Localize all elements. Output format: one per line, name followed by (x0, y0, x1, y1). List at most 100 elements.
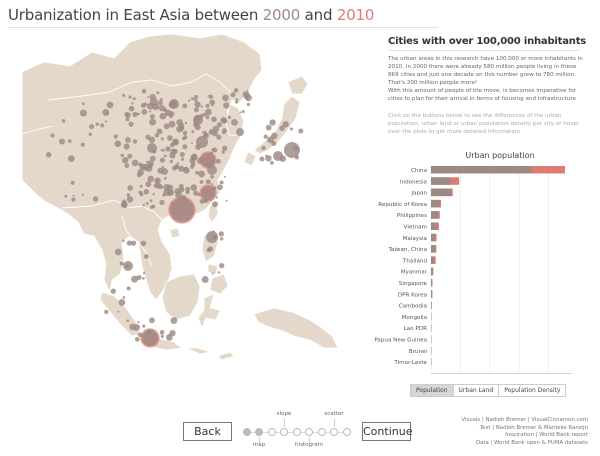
city-bubble[interactable] (67, 139, 72, 143)
city-bubble[interactable] (79, 109, 87, 117)
city-bubble[interactable] (182, 144, 188, 150)
city-bubble[interactable] (131, 102, 134, 105)
step-dot[interactable] (318, 428, 326, 436)
city-bubble[interactable] (220, 117, 227, 124)
bar-2000[interactable] (431, 301, 432, 310)
city-bubble[interactable] (245, 94, 252, 102)
city-bubble[interactable] (104, 309, 109, 315)
city-bubble[interactable] (124, 163, 130, 168)
city-bubble[interactable] (159, 199, 165, 205)
city-bubble[interactable] (223, 102, 230, 109)
bar-2000[interactable] (431, 188, 452, 197)
city-bubble[interactable] (117, 310, 120, 313)
city-bubble[interactable] (294, 155, 299, 160)
city-bubble[interactable] (185, 186, 191, 192)
city-bubble[interactable] (174, 164, 180, 170)
urban-population-chart[interactable]: Urban population0.0100M200M300M400MChina… (360, 146, 580, 374)
city-bubble[interactable] (265, 155, 272, 162)
city-bubble[interactable] (50, 133, 55, 138)
step-dot[interactable] (293, 428, 301, 436)
city-bubble[interactable] (141, 88, 147, 94)
city-bubble[interactable] (211, 104, 214, 107)
city-bubble[interactable] (106, 101, 114, 109)
city-bubble[interactable] (218, 231, 224, 237)
city-bubble[interactable] (131, 159, 139, 167)
city-bubble[interactable] (146, 329, 153, 336)
city-bubble[interactable] (148, 136, 156, 143)
city-bubble[interactable] (165, 334, 173, 341)
city-bubble[interactable] (211, 272, 214, 275)
city-bubble[interactable] (145, 181, 152, 187)
city-bubble[interactable] (193, 190, 199, 196)
city-bubble[interactable] (149, 317, 155, 324)
city-bubble[interactable] (151, 329, 154, 332)
city-bubble[interactable] (212, 130, 218, 137)
city-bubble[interactable] (159, 112, 167, 120)
city-bubble[interactable] (154, 333, 158, 337)
city-bubble[interactable] (137, 332, 143, 338)
city-bubble[interactable] (246, 89, 249, 92)
city-bubble[interactable] (210, 183, 214, 186)
city-bubble[interactable] (139, 184, 143, 188)
city-bubble[interactable] (125, 264, 130, 269)
city-bubble[interactable] (227, 115, 232, 120)
step-dot[interactable] (243, 428, 251, 436)
city-bubble[interactable] (200, 105, 203, 108)
step-dot-slope[interactable] (280, 428, 288, 436)
city-bubble[interactable] (217, 271, 221, 274)
city-bubble[interactable] (104, 120, 108, 123)
city-bubble[interactable] (128, 95, 132, 99)
city-bubble[interactable] (102, 108, 110, 116)
city-bubble[interactable] (67, 155, 75, 162)
city-bubble[interactable] (143, 254, 149, 259)
step-dot-scatter[interactable] (330, 428, 338, 436)
city-bubble[interactable] (289, 127, 293, 131)
city-bubble[interactable] (161, 168, 168, 175)
city-bubble[interactable] (157, 100, 163, 106)
city-bubble[interactable] (149, 199, 153, 203)
city-bubble[interactable] (191, 130, 195, 134)
city-bubble[interactable] (149, 205, 153, 209)
city-bubble[interactable] (175, 191, 182, 199)
city-bubble[interactable] (134, 337, 140, 342)
city-bubble[interactable] (170, 201, 173, 204)
city-bubble[interactable] (183, 135, 188, 140)
city-bubble[interactable] (80, 142, 85, 147)
city-bubble[interactable] (212, 235, 218, 240)
city-bubble[interactable] (71, 197, 76, 202)
step-dot-histogram[interactable] (305, 428, 313, 436)
city-bubble[interactable] (142, 203, 145, 207)
bar-2000[interactable] (431, 211, 439, 219)
city-bubble[interactable] (167, 191, 173, 197)
city-bubble[interactable] (212, 201, 219, 208)
city-bubble[interactable] (246, 102, 251, 107)
city-bubble[interactable] (173, 102, 178, 106)
city-bubble[interactable] (212, 186, 217, 191)
city-bubble[interactable] (126, 286, 131, 291)
city-bubble[interactable] (145, 202, 149, 205)
city-bubble[interactable] (137, 321, 140, 324)
bar-2000[interactable] (431, 245, 436, 253)
city-bubble[interactable] (230, 92, 236, 98)
city-bubble[interactable] (132, 139, 138, 144)
city-bubble[interactable] (95, 122, 100, 126)
city-bubble[interactable] (136, 275, 142, 281)
city-bubble[interactable] (282, 121, 289, 128)
city-bubble[interactable] (132, 97, 136, 101)
city-bubble[interactable] (194, 101, 201, 108)
city-bubble[interactable] (184, 121, 188, 125)
city-bubble[interactable] (179, 152, 185, 157)
city-bubble[interactable] (136, 172, 142, 178)
city-bubble[interactable] (81, 193, 85, 196)
city-bubble[interactable] (146, 103, 149, 106)
bar-2000[interactable] (431, 233, 436, 242)
city-bubble[interactable] (216, 122, 222, 128)
city-bubble[interactable] (210, 192, 215, 197)
city-bubble[interactable] (178, 165, 185, 172)
city-bubble[interactable] (203, 198, 209, 204)
city-bubble[interactable] (127, 185, 133, 191)
city-bubble[interactable] (208, 94, 213, 99)
city-bubble[interactable] (123, 143, 130, 150)
city-bubble[interactable] (182, 130, 188, 136)
city-bubble[interactable] (170, 317, 178, 324)
